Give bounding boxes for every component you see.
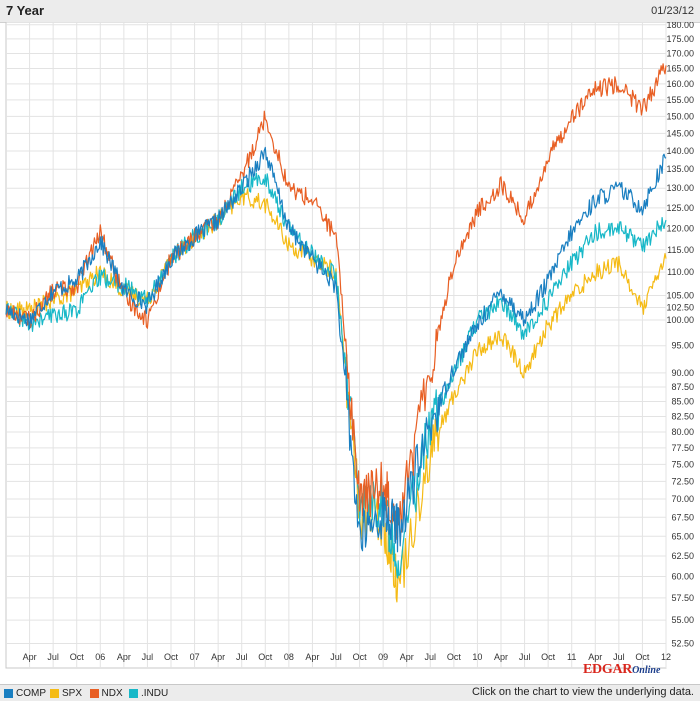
y-tick-label: 145.00 xyxy=(666,128,694,138)
x-tick-label: Oct xyxy=(70,652,85,662)
y-tick-label: 80.00 xyxy=(671,427,694,437)
legend-swatch xyxy=(129,688,138,698)
series-line-ndx[interactable] xyxy=(5,63,667,541)
x-tick-label: 12 xyxy=(661,652,671,662)
edgar-online-logo: EDGAROnline xyxy=(583,660,660,678)
legend-swatch xyxy=(4,688,13,698)
chart-date: 01/23/12 xyxy=(651,5,694,17)
y-tick-label: 110.00 xyxy=(667,267,694,277)
x-tick-label: 11 xyxy=(567,652,576,662)
x-tick-label: Oct xyxy=(164,652,179,662)
x-tick-label: Apr xyxy=(494,652,508,662)
x-tick-label: Jul xyxy=(47,652,59,662)
logo-sub-text: Online xyxy=(632,665,661,676)
x-tick-label: 08 xyxy=(284,652,294,662)
y-tick-label: 100.00 xyxy=(666,315,694,325)
chart-plot[interactable]: 52.50 55.00 57.50 60.00 62.50 65.00 67.50 70.00… xyxy=(0,22,700,684)
y-tick-label: 105.00 xyxy=(666,290,694,300)
y-tick-label: 67.50 xyxy=(671,512,694,522)
y-tick-label: 165.00 xyxy=(666,63,694,73)
footer-note: Click on the chart to view the underlyin… xyxy=(472,686,694,698)
legend-label: COMP xyxy=(16,687,46,699)
x-tick-label: Apr xyxy=(117,652,131,662)
legend-item-comp[interactable]: COMP xyxy=(4,687,46,699)
x-tick-label: 10 xyxy=(472,652,482,662)
x-tick-label: Oct xyxy=(635,652,650,662)
y-tick-label: 82.50 xyxy=(671,412,694,422)
x-tick-label: 07 xyxy=(190,652,200,662)
y-tick-label: 77.50 xyxy=(671,443,694,453)
y-tick-label: 70.00 xyxy=(671,494,694,504)
y-tick-label: 150.00 xyxy=(666,111,694,121)
x-tick-label: Apr xyxy=(305,652,319,662)
x-tick-label: Apr xyxy=(588,652,602,662)
y-tick-label: 170.00 xyxy=(666,48,694,58)
y-tick-label: 52.50 xyxy=(671,639,694,649)
y-tick-label: 85.00 xyxy=(671,397,694,407)
y-tick-label: 130.00 xyxy=(666,183,694,193)
legend-label: SPX xyxy=(62,687,83,699)
y-tick-label: 115.00 xyxy=(667,245,694,255)
x-tick-label: 09 xyxy=(378,652,388,662)
legend-item-spx[interactable]: SPX xyxy=(50,687,82,699)
y-tick-label: 135.00 xyxy=(666,164,694,174)
x-tick-label: Oct xyxy=(447,652,462,662)
chart-title: 7 Year xyxy=(6,3,45,18)
y-tick-label: 57.50 xyxy=(671,593,694,603)
x-tick-label: Jul xyxy=(236,652,248,662)
y-tick-label: 155.00 xyxy=(666,95,694,105)
x-tick-label: Jul xyxy=(425,652,437,662)
x-tick-label: Jul xyxy=(142,652,154,662)
x-tick-label: Apr xyxy=(211,652,225,662)
y-tick-label: 90.00 xyxy=(671,368,694,378)
y-tick-label: 65.00 xyxy=(671,531,694,541)
y-tick-label: 55.00 xyxy=(671,615,694,625)
series-line-spx[interactable] xyxy=(5,187,667,603)
y-tick-label: 175.00 xyxy=(666,34,694,44)
x-tick-label: Oct xyxy=(353,652,368,662)
y-tick-label: 87.50 xyxy=(671,382,694,392)
legend-swatch xyxy=(50,688,59,698)
x-tick-label: Jul xyxy=(519,652,531,662)
y-tick-label: 102.50 xyxy=(666,303,694,313)
x-tick-label: Apr xyxy=(400,652,414,662)
series-line-comp[interactable] xyxy=(5,146,667,553)
legend-item-indu[interactable]: .INDU xyxy=(129,687,168,699)
y-tick-label: 62.50 xyxy=(671,551,694,561)
y-tick-label: 160.00 xyxy=(666,79,694,89)
legend-label: NDX xyxy=(101,687,123,699)
chart-header: 7 Year 01/23/12 xyxy=(0,0,700,23)
logo-main-text: EDGAR xyxy=(583,662,633,677)
legend-item-ndx[interactable]: NDX xyxy=(89,687,123,699)
y-tick-label: 180.00 xyxy=(666,22,694,30)
x-tick-label: Jul xyxy=(330,652,342,662)
y-tick-label: 125.00 xyxy=(666,203,694,213)
y-tick-label: 140.00 xyxy=(666,146,694,156)
x-tick-label: Oct xyxy=(541,652,556,662)
x-tick-label: Apr xyxy=(23,652,37,662)
legend-label: .INDU xyxy=(141,687,169,699)
chart-footer: COMP SPX NDX .INDU Click on the chart to vi… xyxy=(0,684,700,701)
y-tick-label: 72.50 xyxy=(671,476,694,486)
y-tick-label: 60.00 xyxy=(671,571,694,581)
legend-swatch xyxy=(89,688,99,698)
x-tick-label: Oct xyxy=(258,652,273,662)
x-tick-label: 06 xyxy=(95,652,105,662)
y-tick-label: 75.00 xyxy=(671,459,694,469)
x-tick-label: Jul xyxy=(613,652,625,662)
y-tick-label: 95.00 xyxy=(671,341,694,351)
y-tick-label: 120.00 xyxy=(666,223,694,233)
